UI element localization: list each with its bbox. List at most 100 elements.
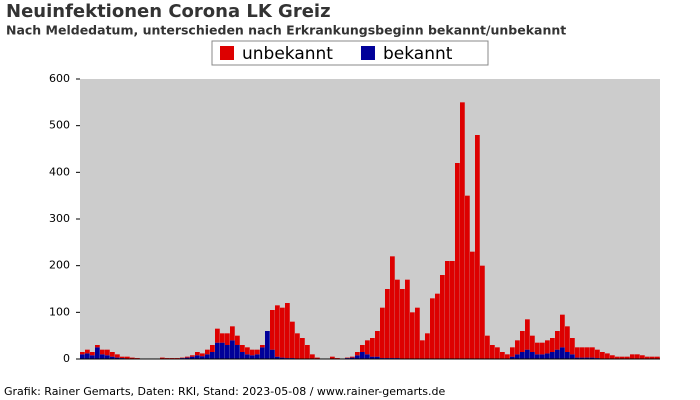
chart-subtitle: Nach Meldedatum, unterschieden nach Erkr… xyxy=(6,23,566,38)
bar xyxy=(250,355,255,359)
bar xyxy=(190,355,195,357)
bar xyxy=(375,331,380,357)
bar xyxy=(260,345,265,348)
bar xyxy=(420,340,425,359)
bar xyxy=(270,310,275,350)
bar xyxy=(425,333,430,359)
bar xyxy=(590,357,595,359)
bar xyxy=(205,349,210,355)
bar xyxy=(210,345,215,352)
bar xyxy=(500,352,505,359)
bar xyxy=(370,356,375,359)
bar xyxy=(375,356,380,359)
bar xyxy=(575,357,580,359)
legend-box xyxy=(211,40,489,66)
bar xyxy=(95,345,100,348)
bar xyxy=(365,354,370,359)
bar xyxy=(600,352,605,359)
bar xyxy=(105,355,110,359)
bar xyxy=(130,357,135,359)
y-tick-label: 200 xyxy=(49,259,70,272)
bar xyxy=(185,357,190,359)
bar xyxy=(540,342,545,355)
bar xyxy=(625,356,630,359)
bar xyxy=(530,335,535,352)
bar xyxy=(205,354,210,359)
bar xyxy=(235,335,240,345)
bar xyxy=(275,356,280,359)
bar xyxy=(300,338,305,359)
bar xyxy=(115,354,120,358)
bar xyxy=(525,349,530,359)
bar xyxy=(100,349,105,355)
bar xyxy=(255,349,260,355)
bar xyxy=(295,333,300,359)
bar xyxy=(285,303,290,359)
bar xyxy=(360,345,365,352)
bar xyxy=(565,326,570,352)
bar xyxy=(455,163,460,359)
bar xyxy=(240,352,245,359)
bar xyxy=(280,357,285,359)
bar xyxy=(260,347,265,359)
bar xyxy=(225,333,230,345)
bar xyxy=(510,356,515,359)
bar xyxy=(610,355,615,359)
bar xyxy=(230,326,235,341)
bar xyxy=(255,354,260,359)
source-note: Grafik: Rainer Gemarts, Daten: RKI, Stan… xyxy=(4,385,446,398)
bar xyxy=(515,340,520,355)
bar xyxy=(350,357,355,359)
bar xyxy=(220,342,225,359)
bar xyxy=(530,352,535,359)
bar xyxy=(580,357,585,359)
bar xyxy=(125,356,130,359)
bar xyxy=(605,353,610,359)
bar xyxy=(560,347,565,359)
bar xyxy=(210,352,215,359)
bar xyxy=(310,354,315,359)
y-tick-label: 600 xyxy=(49,72,70,85)
bar xyxy=(470,251,475,359)
bar xyxy=(640,355,645,359)
bar xyxy=(355,355,360,359)
bar xyxy=(635,354,640,359)
bar xyxy=(215,342,220,359)
bar xyxy=(400,289,405,359)
bar xyxy=(80,354,85,359)
bar xyxy=(570,354,575,359)
bar xyxy=(200,353,205,357)
bar xyxy=(270,349,275,359)
legend-label: unbekannt xyxy=(242,44,333,64)
bar xyxy=(230,340,235,359)
bar xyxy=(465,195,470,359)
bar xyxy=(360,352,365,359)
bar xyxy=(560,314,565,348)
bar xyxy=(550,352,555,359)
legend-swatch xyxy=(220,46,234,60)
bar xyxy=(620,356,625,359)
bar xyxy=(555,349,560,359)
plot-area xyxy=(80,79,660,359)
bar xyxy=(495,347,500,359)
chart-title: Neuinfektionen Corona LK Greiz xyxy=(6,1,331,22)
bar xyxy=(245,354,250,359)
bar xyxy=(100,354,105,359)
bar xyxy=(535,342,540,355)
bar xyxy=(645,356,650,359)
bar xyxy=(215,328,220,343)
bar xyxy=(490,345,495,359)
bar xyxy=(555,331,560,350)
bar xyxy=(535,354,540,359)
bar xyxy=(510,347,515,357)
bar xyxy=(585,347,590,358)
bar xyxy=(460,102,465,359)
bar xyxy=(570,338,575,355)
bar xyxy=(385,289,390,359)
bar xyxy=(330,356,335,359)
bar xyxy=(550,338,555,352)
bar xyxy=(280,307,285,358)
bar xyxy=(380,307,385,359)
bar xyxy=(85,349,90,354)
bar xyxy=(110,356,115,359)
